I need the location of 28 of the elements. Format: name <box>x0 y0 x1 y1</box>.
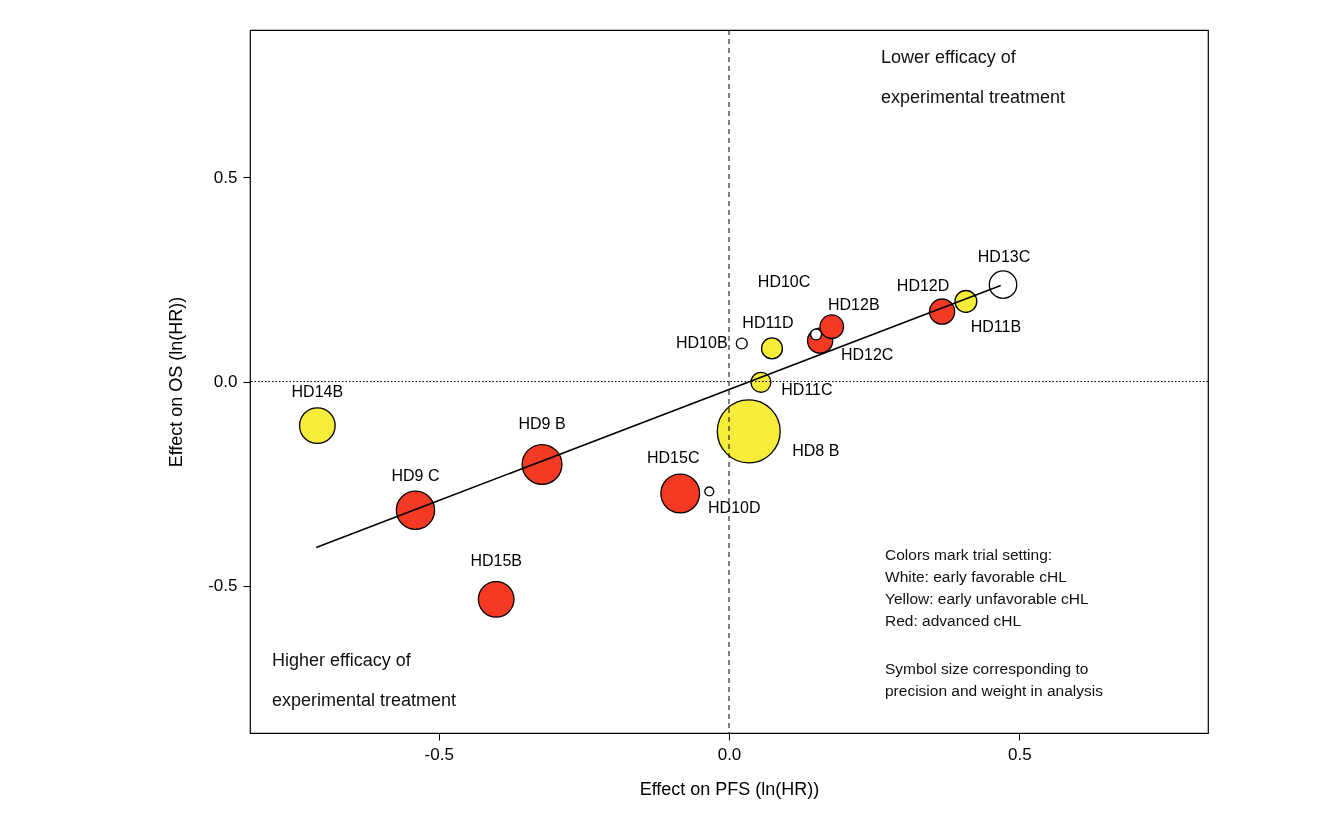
x-tick-label: 0.5 <box>1007 744 1032 764</box>
y-tick-label: 0.0 <box>213 372 238 391</box>
annotation: HD12C <box>840 345 894 363</box>
x-tick-label: 0.0 <box>717 744 742 764</box>
annotation: HD10B <box>675 334 728 352</box>
x-axis-title: Effect on PFS (ln(HR)) <box>639 778 820 799</box>
y-tick-label: -0.5 <box>208 576 238 596</box>
annotation: HD11D <box>742 314 794 332</box>
annotation: HD14B <box>291 382 344 400</box>
annotation: Higher efficacy of experimental treatment <box>272 650 457 710</box>
y-tick-label: 0.5 <box>213 167 238 187</box>
annotation: HD11C <box>781 381 833 399</box>
annotation: HD9 C <box>391 467 440 485</box>
annotation: HD11B <box>970 318 1022 336</box>
annotation: HD8 B <box>792 442 840 460</box>
annotation: HD9 B <box>518 415 566 433</box>
annotation: HD12D <box>896 276 950 294</box>
annotation: HD10D <box>708 499 761 517</box>
annotation: HD15C <box>646 449 700 467</box>
annotation: Colors mark trial setting: White: early favorable cHL Yellow: early unfavorable cHL Red: advanced cHL <box>885 546 1090 629</box>
annotation: HD12B <box>827 295 880 313</box>
annotation: HD15B <box>470 552 522 570</box>
annotation: HD10C <box>757 273 811 291</box>
x-tick-label: -0.5 <box>424 744 454 764</box>
annotation: Symbol size corresponding to precision and weight in analysis <box>885 660 1104 699</box>
annotation: HD13C <box>977 247 1031 265</box>
annotation: Lower efficacy of experimental treatment <box>881 47 1066 107</box>
y-axis-title: Effect on OS (ln(HR)) <box>166 296 187 468</box>
